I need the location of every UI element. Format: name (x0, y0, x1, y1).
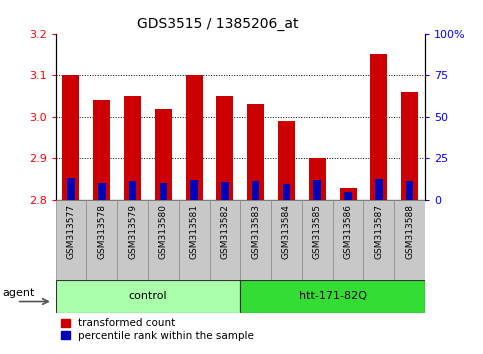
Bar (370, 55, 387, 200)
Bar (179, 200, 210, 280)
Text: htt-171-82Q: htt-171-82Q (298, 291, 367, 302)
Bar (240, 280, 425, 313)
Bar (93, 100, 110, 200)
Text: control: control (128, 291, 167, 302)
Bar (67, 178, 75, 200)
Bar (117, 200, 148, 280)
Bar (124, 96, 141, 200)
Bar (185, 75, 202, 200)
Bar (252, 181, 259, 200)
Bar (98, 183, 106, 200)
Bar (159, 183, 167, 200)
Bar (283, 184, 290, 200)
Bar (271, 200, 302, 280)
Bar (128, 181, 136, 200)
Bar (309, 159, 326, 200)
Text: GSM313581: GSM313581 (190, 204, 199, 259)
Bar (344, 192, 352, 200)
Bar (56, 280, 241, 313)
Text: GSM313578: GSM313578 (97, 204, 106, 259)
Text: GSM313580: GSM313580 (159, 204, 168, 259)
Text: GSM313586: GSM313586 (343, 204, 353, 259)
Bar (247, 104, 264, 200)
Text: GSM313584: GSM313584 (282, 204, 291, 259)
Bar (190, 180, 198, 200)
Bar (406, 181, 413, 200)
Text: GSM313583: GSM313583 (251, 204, 260, 259)
Legend: transformed count, percentile rank within the sample: transformed count, percentile rank withi… (61, 319, 255, 341)
Text: GDS3515 / 1385206_at: GDS3515 / 1385206_at (137, 17, 298, 31)
Text: GSM313579: GSM313579 (128, 204, 137, 259)
Bar (221, 182, 229, 200)
Text: GSM313585: GSM313585 (313, 204, 322, 259)
Bar (313, 180, 321, 200)
Text: GSM313587: GSM313587 (374, 204, 384, 259)
Bar (340, 188, 356, 200)
Bar (155, 108, 172, 200)
Bar (86, 200, 117, 280)
Bar (375, 179, 383, 200)
Text: GSM313588: GSM313588 (405, 204, 414, 259)
Bar (302, 200, 333, 280)
Text: GSM313577: GSM313577 (67, 204, 75, 259)
Bar (278, 121, 295, 200)
Bar (240, 200, 271, 280)
Bar (148, 200, 179, 280)
Text: GSM313582: GSM313582 (220, 204, 229, 259)
Bar (216, 96, 233, 200)
Bar (333, 200, 364, 280)
Text: agent: agent (3, 288, 35, 298)
Bar (364, 200, 394, 280)
Bar (401, 92, 418, 200)
Bar (210, 200, 240, 280)
Bar (56, 200, 86, 280)
Bar (394, 200, 425, 280)
Bar (62, 75, 79, 200)
